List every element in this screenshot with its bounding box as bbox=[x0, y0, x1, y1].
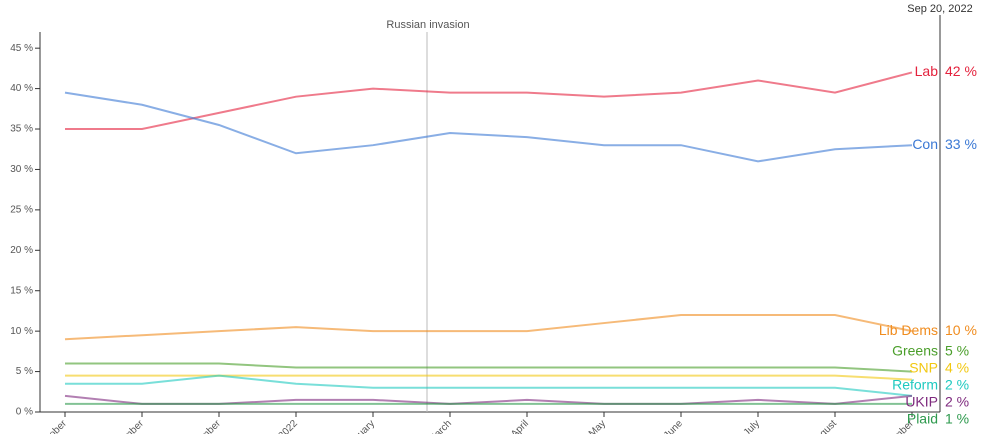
series-name: Plaid bbox=[907, 411, 938, 427]
y-tick-label: 5 % bbox=[16, 366, 33, 377]
y-tick-label: 35 % bbox=[10, 124, 33, 135]
trend-line bbox=[65, 362, 913, 373]
x-tick-label: August bbox=[809, 418, 839, 434]
x-tick-label: June bbox=[662, 418, 685, 434]
series-name: SNP bbox=[909, 360, 938, 376]
series-name: Lab bbox=[915, 63, 939, 79]
value-label: 1 % bbox=[945, 411, 969, 427]
x-tick-label: April bbox=[509, 418, 531, 434]
trend-line bbox=[65, 374, 913, 397]
value-label: 10 % bbox=[945, 322, 977, 338]
x-tick-label: March bbox=[427, 418, 454, 434]
value-label: 42 % bbox=[945, 63, 977, 79]
y-tick-label: 30 % bbox=[10, 164, 33, 175]
end-date: Sep 20, 2022 bbox=[907, 3, 972, 15]
trend-line bbox=[64, 394, 913, 405]
y-tick-label: 0 % bbox=[16, 407, 33, 418]
x-tick-label: ember bbox=[195, 418, 223, 434]
x-tick-label: 2022 bbox=[276, 418, 300, 434]
x-tick-label: ember bbox=[118, 418, 146, 434]
x-tick-label: May bbox=[587, 418, 608, 434]
trend-line bbox=[65, 374, 913, 381]
value-label: 5 % bbox=[945, 343, 969, 359]
y-tick-label: 40 % bbox=[10, 83, 33, 94]
x-tick-label: July bbox=[742, 418, 762, 434]
trend-line bbox=[64, 313, 913, 341]
trend-line bbox=[65, 71, 913, 131]
value-label: 4 % bbox=[945, 360, 969, 376]
y-tick-label: 10 % bbox=[10, 326, 33, 337]
series-name: Lib Dems bbox=[879, 322, 938, 338]
series-name: UKIP bbox=[905, 394, 938, 410]
y-tick-label: 25 % bbox=[10, 205, 33, 216]
x-tick-label: ober bbox=[47, 418, 69, 434]
trend-line bbox=[64, 91, 913, 163]
series-name: Con bbox=[912, 136, 938, 152]
annotation: Russian invasion bbox=[386, 19, 469, 31]
value-label: 2 % bbox=[945, 394, 969, 410]
x-tick-label: ruary bbox=[353, 418, 377, 434]
series-name: Greens bbox=[892, 343, 938, 359]
series-name: Reform bbox=[892, 377, 938, 393]
value-label: 33 % bbox=[945, 136, 977, 152]
value-label: 2 % bbox=[945, 377, 969, 393]
y-tick-label: 45 % bbox=[10, 43, 33, 54]
y-tick-label: 20 % bbox=[10, 245, 33, 256]
y-tick-label: 15 % bbox=[10, 285, 33, 296]
